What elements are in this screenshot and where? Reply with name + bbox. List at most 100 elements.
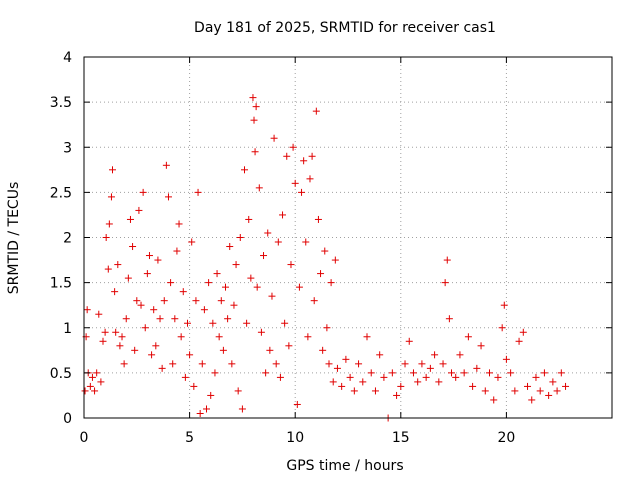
data-point	[473, 364, 481, 372]
data-point	[139, 188, 147, 196]
y-tick-label: 1.5	[50, 276, 72, 292]
data-point	[118, 333, 126, 341]
x-tick-label: 20	[497, 430, 515, 446]
y-tick-label: 2.5	[50, 185, 72, 201]
data-point	[295, 283, 303, 291]
data-point	[350, 387, 358, 395]
data-point	[519, 328, 527, 336]
data-point	[540, 369, 548, 377]
data-point	[490, 396, 498, 404]
data-point	[124, 274, 132, 282]
data-point	[346, 373, 354, 381]
data-point	[226, 243, 234, 251]
data-point	[230, 301, 238, 309]
data-point	[557, 369, 565, 377]
data-point	[355, 360, 363, 368]
data-point	[549, 378, 557, 386]
data-point	[211, 369, 219, 377]
data-point	[194, 188, 202, 196]
data-point	[217, 297, 225, 305]
data-point	[249, 94, 257, 102]
data-point	[447, 369, 455, 377]
data-point	[188, 238, 196, 246]
data-point	[219, 346, 227, 354]
data-point	[104, 265, 112, 273]
data-point	[418, 360, 426, 368]
data-point	[405, 337, 413, 345]
data-point	[285, 342, 293, 350]
data-point	[435, 378, 443, 386]
data-point	[426, 364, 434, 372]
data-point	[91, 387, 99, 395]
data-point	[338, 382, 346, 390]
data-point	[102, 234, 110, 241]
data-point	[329, 378, 337, 386]
data-point	[308, 152, 316, 160]
data-point	[181, 373, 189, 381]
data-point	[409, 369, 417, 377]
data-point	[105, 220, 113, 228]
data-point	[317, 270, 325, 278]
y-tick-label: 3	[63, 140, 72, 156]
data-point	[456, 351, 464, 359]
data-point	[241, 166, 249, 174]
data-point	[439, 360, 447, 368]
data-point	[253, 283, 261, 291]
data-point	[283, 152, 291, 160]
data-point	[276, 373, 284, 381]
data-point	[215, 333, 223, 341]
data-point	[507, 369, 515, 377]
data-point	[236, 234, 244, 241]
data-point	[200, 306, 208, 314]
data-point	[190, 382, 198, 390]
data-point	[238, 405, 246, 413]
data-point	[469, 382, 477, 390]
data-point	[367, 369, 375, 377]
y-tick-label: 3.5	[50, 95, 72, 111]
data-point	[481, 387, 489, 395]
data-point	[502, 355, 510, 363]
data-point	[431, 351, 439, 359]
data-point	[266, 346, 274, 354]
data-point	[291, 179, 299, 187]
data-point	[359, 378, 367, 386]
data-point	[443, 256, 451, 264]
data-point	[250, 116, 258, 124]
data-point	[342, 355, 350, 363]
data-point	[143, 270, 151, 278]
data-point	[93, 369, 101, 377]
data-point	[129, 243, 137, 251]
data-point	[135, 206, 143, 214]
data-point	[528, 396, 536, 404]
data-point	[268, 292, 276, 300]
x-tick-label: 0	[80, 430, 89, 446]
data-point	[460, 369, 468, 377]
chart-title: Day 181 of 2025, SRMTID for receiver cas…	[194, 20, 496, 36]
data-point	[300, 157, 308, 165]
data-point	[464, 333, 472, 341]
data-point	[137, 301, 145, 309]
data-point	[323, 324, 331, 332]
data-point	[179, 288, 187, 296]
x-tick-label: 10	[286, 430, 304, 446]
data-point	[532, 373, 540, 381]
data-point	[131, 346, 139, 354]
data-point	[109, 166, 117, 174]
data-points	[81, 94, 570, 422]
data-point	[562, 382, 570, 390]
data-point	[545, 391, 553, 399]
data-point	[209, 319, 217, 327]
data-point	[257, 328, 265, 336]
data-point	[310, 297, 318, 305]
data-point	[86, 382, 94, 390]
data-point	[441, 279, 449, 287]
data-point	[205, 279, 213, 287]
data-point	[287, 261, 295, 269]
data-point	[202, 405, 210, 413]
data-point	[376, 351, 384, 359]
data-point	[101, 328, 109, 336]
data-point	[164, 193, 172, 201]
data-point	[325, 360, 333, 368]
data-point	[196, 409, 204, 417]
data-point	[262, 369, 270, 377]
